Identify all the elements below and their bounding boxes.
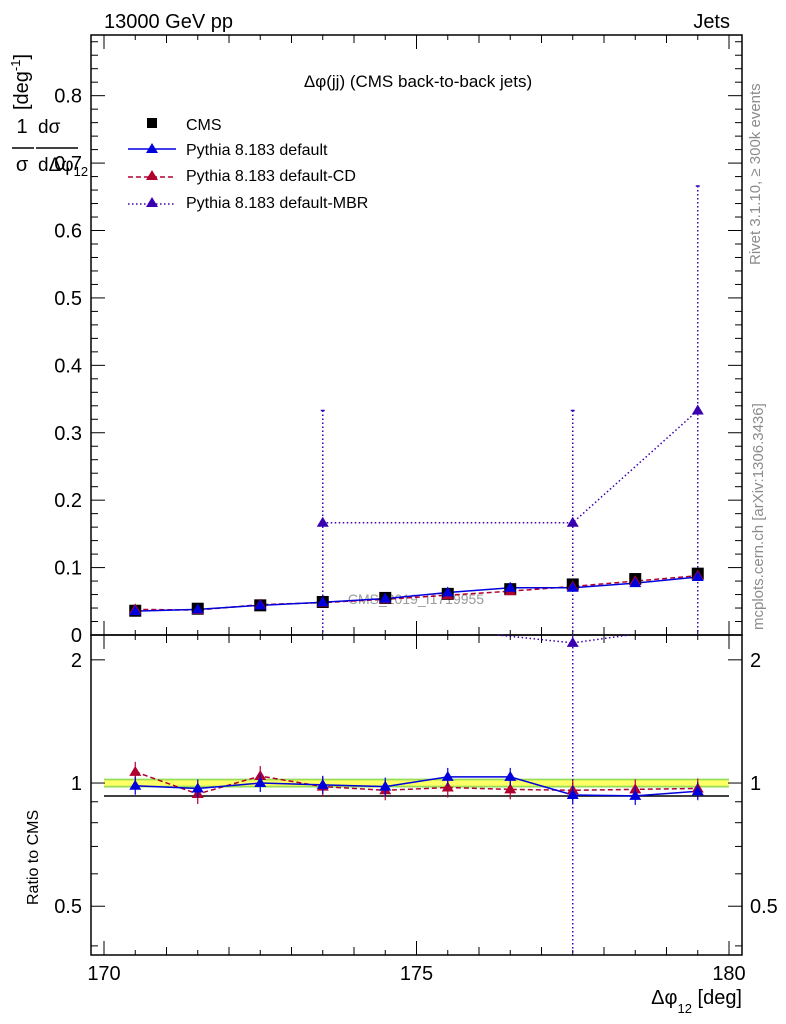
legend-label-mbr: Pythia 8.183 default-MBR (186, 195, 368, 212)
cd-line (135, 574, 698, 611)
default-ratio-line (135, 776, 698, 797)
y-tick-label: 0.1 (54, 558, 82, 580)
mbr-point (691, 404, 704, 415)
ratio-tick-label-right: 1 (750, 773, 761, 795)
y-tick-label: 0.6 (54, 221, 82, 243)
svg-text:[deg-1]: [deg-1] (8, 54, 33, 110)
legend-marker-default (146, 143, 158, 153)
cd-ratio-point (129, 765, 142, 776)
ratio-tick-label-right: 0.5 (750, 896, 778, 918)
default-point (504, 581, 517, 592)
ratio-tick-label: 0.5 (54, 896, 82, 918)
default-point (129, 605, 142, 616)
default-ratio-point (504, 770, 517, 781)
y-tick-label: 0.3 (54, 423, 82, 445)
default-ratio-point (441, 770, 454, 781)
axis-ticks: 170 175 180 0 0.1 0.2 0.3 0.4 0.5 0.6 0.7 0.8 0.5 0.5… (54, 35, 778, 985)
default-point (441, 586, 454, 597)
legend-marker-cd (146, 170, 158, 180)
chart-title: Δφ(jj) (CMS back-to-back jets) (304, 72, 532, 91)
default-ratio-point (191, 782, 204, 793)
cd-ratio-point (504, 783, 517, 794)
default-ratio-point (566, 788, 579, 799)
y-tick-label: 0.2 (54, 490, 82, 512)
y-tick-label: 0 (71, 625, 82, 647)
svg-text:dσ: dσ (38, 117, 61, 138)
cd-ratio-point (441, 781, 454, 792)
legend-marker-cms (147, 118, 157, 128)
default-point (254, 599, 267, 610)
y-tick-label: 0.7 (54, 153, 82, 175)
mbr-line (322, 409, 699, 524)
ratio-tick-label: 1 (71, 773, 82, 795)
ratio-tick-label: 2 (71, 650, 82, 672)
cms-band-inner (104, 780, 729, 786)
x-axis-label: Δφ12 [deg] (651, 987, 742, 1016)
default-point (629, 577, 642, 588)
default-ratio-point (254, 777, 267, 788)
x-tick-label: 175 (400, 963, 433, 985)
mbr-ratio-point (566, 636, 579, 647)
y-tick-label: 0.4 (54, 355, 82, 377)
cms-ratio-band (104, 778, 729, 788)
default-ratio-point (316, 778, 329, 789)
legend-marker-mbr (146, 197, 158, 207)
default-ratio-point (629, 789, 642, 800)
default-point (191, 603, 204, 614)
mbr-ratio-line (497, 634, 630, 644)
y-tick-label: 0.8 (54, 86, 82, 108)
header-left: 13000 GeV pp (104, 11, 233, 33)
default-ratio-point (379, 780, 392, 791)
default-point (691, 571, 704, 582)
mcplots-label: mcplots.cern.ch [arXiv:1306.3436] (750, 403, 767, 630)
legend-label-cms: CMS (186, 117, 222, 134)
default-ratio-point (691, 785, 704, 796)
legend-label-cd: Pythia 8.183 default-CD (186, 168, 356, 185)
header-right: Jets (693, 11, 730, 33)
svg-text:σ: σ (16, 154, 29, 176)
svg-text:1: 1 (16, 116, 27, 138)
default-line (135, 576, 698, 612)
x-tick-label: 180 (712, 963, 745, 985)
mbr-point (316, 516, 329, 527)
ratio-data (129, 634, 704, 955)
rivet-label: Rivet 3.1.10, ≥ 300k events (747, 83, 764, 265)
legend-label-default: Pythia 8.183 default (186, 142, 328, 159)
default-point (316, 596, 329, 607)
y-tick-label: 0.5 (54, 288, 82, 310)
ratio-y-label: Ratio to CMS (25, 810, 42, 905)
default-point (379, 592, 392, 603)
ratio-tick-label-right: 2 (750, 650, 761, 672)
default-point (566, 581, 579, 592)
x-tick-label: 170 (87, 963, 120, 985)
mbr-point (566, 516, 579, 527)
main-data (129, 185, 704, 635)
legend: CMS Pythia 8.183 default Pythia 8.183 de… (128, 117, 368, 212)
default-ratio-point (129, 779, 142, 790)
